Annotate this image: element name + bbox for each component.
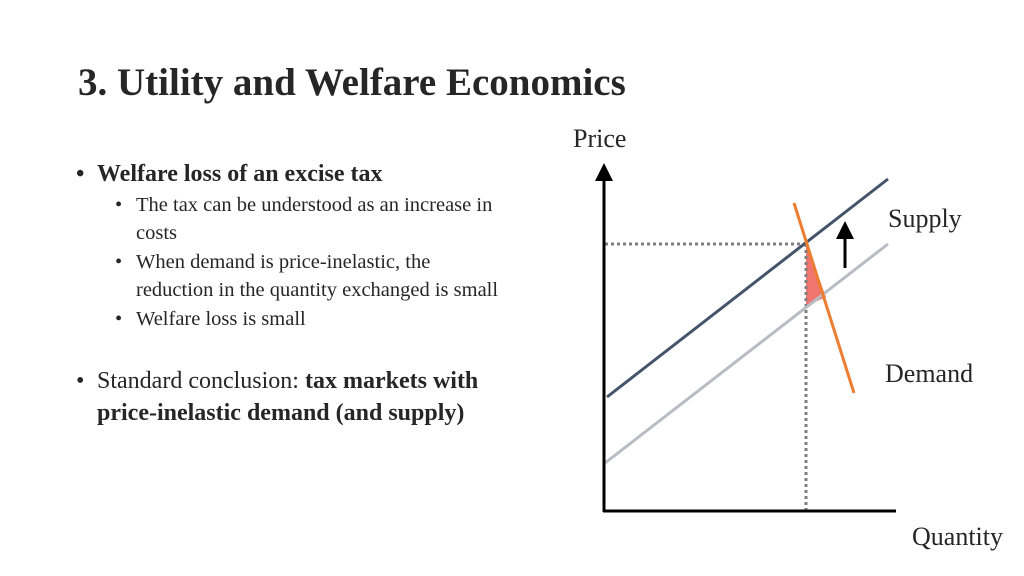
- supply-curve-original: [604, 242, 889, 465]
- sub-bullet-welfare-loss-small: Welfare loss is small: [76, 306, 506, 334]
- sub-bullet-tax-costs: The tax can be understood as an increase…: [76, 192, 506, 247]
- supply-curve-after-tax: [606, 177, 889, 399]
- sub-bullet-inelastic-demand: When demand is price-inelastic, the redu…: [76, 249, 506, 304]
- bullet-welfare-loss-heading: Welfare loss of an excise tax: [76, 158, 506, 190]
- bullet-list: Welfare loss of an excise tax The tax ca…: [76, 158, 506, 429]
- bullet-standard-conclusion: Standard conclusion: tax markets with pr…: [76, 365, 506, 429]
- slide-title: 3. Utility and Welfare Economics: [78, 61, 626, 104]
- x-axis-label: Quantity: [912, 522, 1003, 551]
- demand-label: Demand: [885, 359, 973, 388]
- conclusion-prefix: Standard conclusion:: [97, 367, 305, 394]
- supply-label: Supply: [888, 204, 962, 233]
- conclusion-emphasis: tax markets with price-inelastic demand …: [97, 367, 479, 426]
- demand-curve: [792, 202, 856, 394]
- y-axis-label: Price: [573, 124, 626, 153]
